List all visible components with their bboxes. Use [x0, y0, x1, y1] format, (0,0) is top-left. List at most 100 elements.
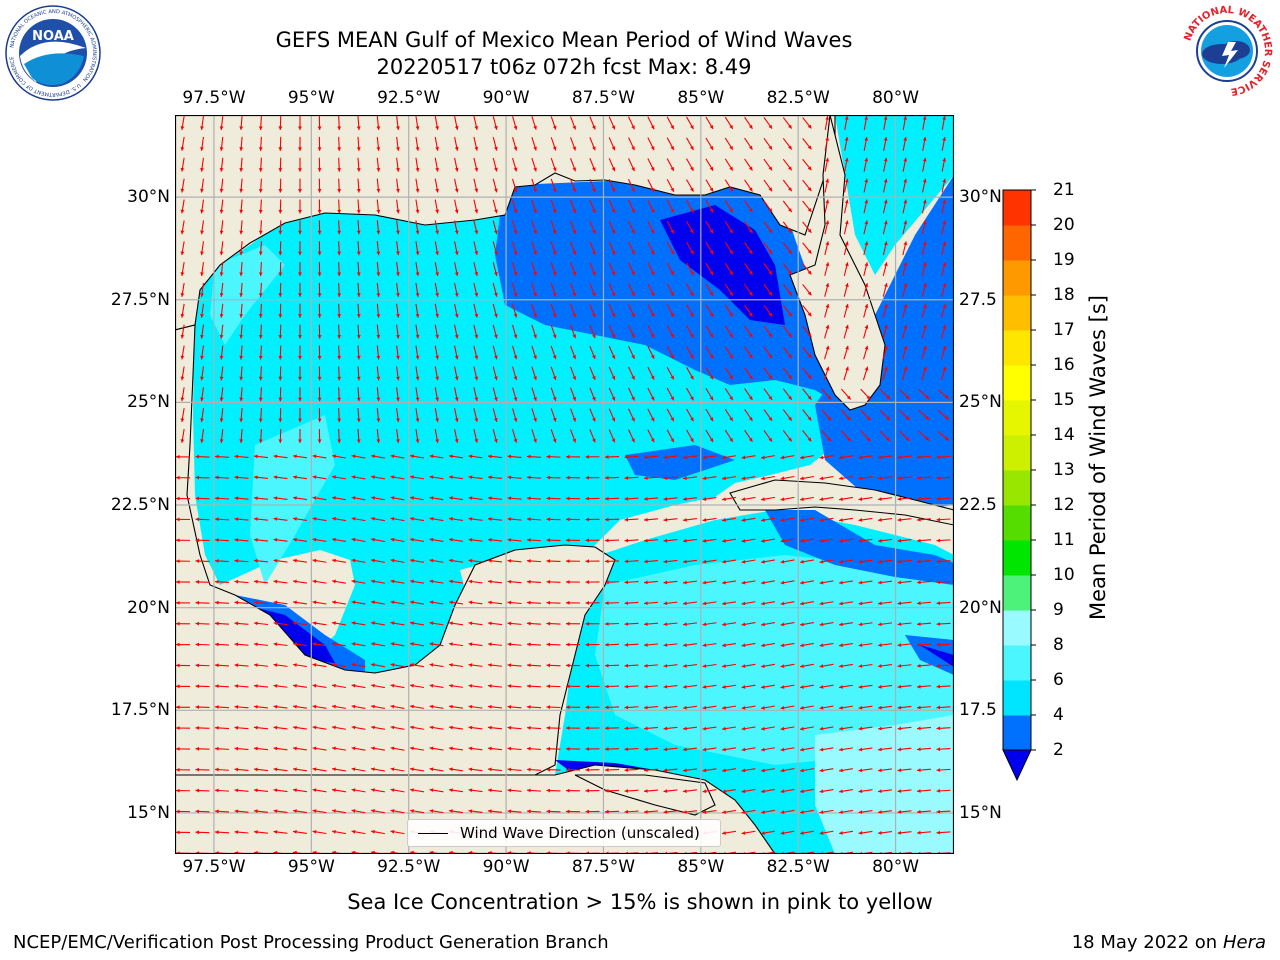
wave-direction-arrow — [722, 747, 736, 752]
wave-direction-arrow — [526, 663, 542, 668]
wave-direction-arrow — [273, 809, 288, 814]
wave-direction-arrow — [647, 116, 655, 130]
wave-direction-arrow — [724, 137, 734, 151]
wave-direction-arrow — [628, 387, 635, 401]
wave-direction-arrow — [782, 137, 793, 150]
wave-direction-arrow — [356, 241, 361, 256]
wave-direction-arrow — [722, 684, 736, 689]
wave-direction-arrow — [337, 199, 342, 214]
wave-direction-arrow — [526, 475, 542, 480]
wave-direction-arrow — [434, 387, 440, 402]
wave-direction-arrow — [744, 158, 753, 171]
wave-direction-arrow — [312, 600, 327, 605]
wave-direction-arrow — [705, 367, 714, 380]
wave-direction-arrow — [356, 408, 361, 423]
wave-direction-arrow — [253, 496, 269, 501]
wave-direction-arrow — [763, 116, 773, 130]
wave-direction-arrow — [492, 408, 498, 423]
wave-direction-arrow — [589, 137, 596, 151]
wave-direction-arrow — [624, 726, 639, 731]
wave-direction-arrow — [550, 283, 557, 297]
colorbar-segment — [1003, 435, 1031, 471]
wave-direction-arrow — [448, 558, 464, 563]
wave-direction-arrow — [883, 116, 888, 130]
wave-direction-arrow — [686, 325, 694, 339]
wave-direction-arrow — [902, 157, 908, 172]
wave-direction-arrow — [858, 476, 873, 481]
wave-direction-arrow — [253, 830, 269, 834]
wave-direction-arrow — [332, 809, 346, 814]
wave-direction-arrow — [273, 621, 288, 626]
wave-direction-arrow — [390, 621, 405, 626]
wave-direction-arrow — [899, 409, 910, 421]
wave-direction-arrow — [882, 199, 888, 214]
wave-direction-arrow — [761, 475, 775, 481]
wave-direction-arrow — [390, 788, 405, 793]
wave-direction-arrow — [200, 115, 205, 131]
wave-direction-arrow — [682, 684, 698, 689]
wave-direction-arrow — [550, 157, 557, 172]
colorbar-segment — [1003, 715, 1031, 751]
wave-direction-arrow — [741, 580, 756, 585]
lat-tick-label: 25°N — [127, 392, 170, 413]
colorbar-tick-label: 16 — [1053, 355, 1075, 375]
wave-direction-arrow — [628, 283, 635, 297]
wave-direction-arrow — [761, 622, 775, 627]
wave-direction-arrow — [941, 157, 947, 172]
wave-direction-arrow — [429, 788, 444, 793]
wave-direction-arrow — [819, 517, 834, 522]
wave-direction-arrow — [410, 809, 424, 814]
wave-direction-arrow — [570, 429, 577, 443]
wave-direction-arrow — [253, 475, 269, 480]
wave-direction-arrow — [604, 705, 620, 710]
wave-direction-arrow — [219, 282, 224, 297]
wave-direction-arrow — [744, 137, 753, 150]
wave-direction-arrow — [918, 409, 930, 421]
lat-tick-label: 15°N — [959, 802, 1002, 823]
wave-direction-arrow — [317, 282, 322, 297]
colorbar — [1002, 189, 1036, 782]
wave-direction-arrow — [219, 262, 224, 277]
wave-direction-arrow — [180, 345, 185, 360]
wave-direction-arrow — [448, 517, 464, 521]
wave-direction-arrow — [292, 454, 308, 459]
wave-direction-arrow — [371, 579, 385, 584]
wave-direction-arrow — [396, 387, 400, 402]
wave-direction-arrow — [800, 747, 814, 752]
wave-direction-arrow — [337, 178, 342, 193]
wave-direction-arrow — [371, 600, 385, 605]
wave-direction-arrow — [838, 747, 854, 752]
wave-direction-arrow — [239, 282, 244, 297]
wave-direction-arrow — [838, 496, 854, 502]
wave-direction-arrow — [780, 475, 795, 481]
wave-direction-arrow — [454, 220, 459, 235]
wave-direction-arrow — [390, 683, 405, 689]
wave-direction-arrow — [546, 809, 561, 814]
colorbar-tick-label: 10 — [1053, 565, 1075, 585]
wave-direction-arrow — [234, 788, 249, 793]
wave-direction-arrow — [473, 178, 479, 193]
wave-direction-arrow — [550, 116, 557, 130]
wave-direction-arrow — [800, 538, 814, 543]
wave-direction-arrow — [604, 663, 620, 668]
wave-direction-arrow — [824, 199, 830, 214]
wave-direction-arrow — [390, 829, 405, 835]
wave-direction-arrow — [298, 157, 302, 172]
wave-direction-arrow — [253, 746, 269, 751]
wave-direction-arrow — [278, 387, 283, 402]
wave-direction-arrow — [877, 476, 893, 481]
wave-direction-arrow — [628, 220, 635, 234]
wave-direction-arrow — [936, 517, 951, 522]
wave-direction-arrow — [376, 220, 381, 235]
wave-direction-arrow — [819, 705, 834, 710]
wave-direction-arrow — [415, 157, 420, 172]
wave-direction-arrow — [628, 325, 635, 339]
wave-direction-arrow — [531, 366, 537, 381]
wave-direction-arrow — [824, 324, 830, 339]
wave-direction-arrow — [239, 345, 244, 360]
wave-direction-arrow — [351, 642, 366, 647]
wave-direction-arrow — [214, 559, 230, 563]
wave-direction-arrow — [780, 663, 795, 668]
wave-direction-arrow — [507, 746, 522, 751]
wave-direction-arrow — [724, 325, 734, 338]
